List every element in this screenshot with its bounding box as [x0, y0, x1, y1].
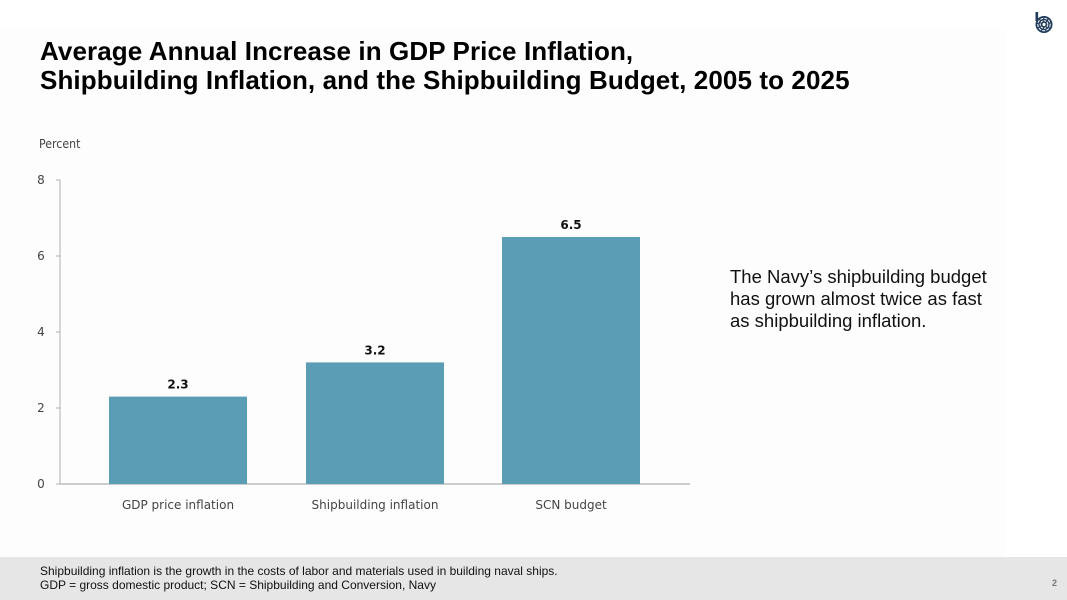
page-number: 2 — [1051, 578, 1057, 588]
data-label-2: 3.2 — [364, 343, 385, 357]
bar-chart: 0 2 4 6 8 2.3 GDP price inflation 3.2 Shipbuildi… — [37, 173, 690, 512]
bar-1 — [109, 396, 247, 484]
category-label-2: Shipbuilding inflation — [312, 498, 439, 512]
y-tick-label: 6 — [37, 249, 45, 263]
data-label-1: 2.3 — [167, 378, 188, 392]
title-line-1: Average Annual Increase in GDP Price Inf… — [40, 36, 634, 66]
data-label-3: 6.5 — [560, 218, 581, 232]
category-label-3: SCN budget — [535, 498, 607, 512]
y-tick-label: 2 — [37, 401, 45, 415]
y-axis-title: Percent — [39, 136, 81, 151]
category-label-1: GDP price inflation — [122, 498, 234, 512]
bar-2 — [306, 362, 444, 484]
y-tick-label: 0 — [37, 477, 45, 491]
footnote-line-2: GDP = gross domestic product; SCN = Ship… — [40, 577, 436, 592]
title-line-2: Shipbuilding Inflation, and the Shipbuil… — [40, 65, 850, 95]
footnote-line-1: Shipbuilding inflation is the growth in … — [40, 564, 558, 578]
y-tick-label: 8 — [37, 173, 45, 187]
cbo-logo-icon — [1035, 12, 1053, 33]
chart-annotation: The Navy’s shipbuilding budget has grown… — [730, 266, 987, 331]
y-tick-label: 4 — [37, 325, 45, 339]
bar-3 — [502, 237, 640, 484]
footer-bar — [0, 557, 1067, 600]
footnote: Shipbuilding inflation is the growth in … — [40, 564, 558, 592]
slide-title: Average Annual Increase in GDP Price Inf… — [40, 37, 850, 95]
